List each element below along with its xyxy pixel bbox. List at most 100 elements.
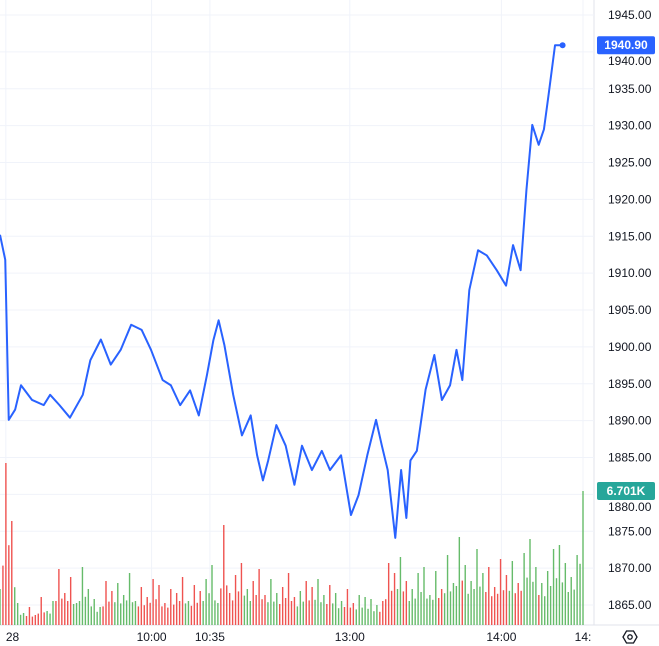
time-axis[interactable]: 28 10:00 10:35 13:00 14:00 14: <box>6 630 592 644</box>
volume-bar <box>193 585 196 625</box>
volume-bar <box>108 601 110 625</box>
volume-bar <box>293 597 296 625</box>
volume-bar <box>523 553 525 625</box>
volume-bar <box>117 583 119 625</box>
volume-bar <box>493 587 496 625</box>
volume-bar <box>0 589 1 625</box>
volume-bar <box>390 590 393 625</box>
volume-bar <box>152 579 154 625</box>
volume-bar <box>449 591 452 625</box>
volume-bar <box>337 608 340 625</box>
volume-bar <box>131 602 134 625</box>
price-axis[interactable]: 1945.00 1940.00 1935.00 1930.00 1925.00 1920.… <box>608 8 652 612</box>
volume-bar <box>161 606 163 625</box>
volume-bar <box>467 593 469 625</box>
volume-bar <box>473 589 475 625</box>
last-volume-tag <box>597 482 655 500</box>
volume-bar <box>343 607 346 625</box>
volume-bar <box>552 549 555 625</box>
volume-bar <box>314 599 316 625</box>
volume-bar <box>302 601 304 625</box>
volume-bar <box>517 583 519 625</box>
volume-bar <box>479 586 481 625</box>
volume-bar <box>488 567 490 625</box>
volume-bar <box>332 603 334 625</box>
volume-bar <box>187 601 190 625</box>
volume-bar <box>429 595 431 625</box>
volume-bar <box>511 561 514 625</box>
volume-bar <box>164 603 166 625</box>
volume-bar <box>205 579 207 625</box>
volume-bar <box>461 580 463 625</box>
volume-bar <box>308 600 310 625</box>
volume-bar <box>284 598 287 625</box>
volume-bar <box>40 597 42 625</box>
volume-bar <box>72 604 75 625</box>
volume-bar <box>290 601 293 625</box>
y-tick-label: 1880.00 <box>608 500 652 514</box>
volume-bar <box>178 601 181 625</box>
volume-bar <box>61 598 63 625</box>
x-tick-label: 14:00 <box>486 630 516 644</box>
volume-bar <box>438 598 440 625</box>
volume-bar <box>579 563 581 625</box>
volume-bar <box>28 607 31 625</box>
volume-bar <box>426 598 428 625</box>
volume-bar <box>411 589 413 625</box>
volume-bar <box>296 606 299 625</box>
volume-bar <box>267 602 269 625</box>
volume-bar <box>582 491 584 625</box>
volume-bar <box>5 463 7 625</box>
volume-bar <box>334 593 337 625</box>
volume-bar <box>167 607 169 625</box>
volume-bar <box>326 604 328 625</box>
volume-bar <box>373 611 375 625</box>
y-tick-label: 1875.00 <box>608 524 652 538</box>
settings-icon[interactable] <box>622 630 638 644</box>
y-tick-label: 1910.00 <box>608 266 652 280</box>
volume-bar <box>555 578 558 625</box>
volume-bar <box>573 589 575 625</box>
volume-bar <box>255 595 257 625</box>
volume-bar <box>217 603 219 625</box>
volume-bar <box>16 603 19 625</box>
y-tick-label: 1905.00 <box>608 303 652 317</box>
last-price-label: 1940.90 <box>604 38 648 52</box>
volume-bar <box>491 596 493 625</box>
y-tick-label: 1900.00 <box>608 340 652 354</box>
volume-bar <box>485 592 487 625</box>
volume-bar <box>181 577 184 625</box>
volume-bar <box>202 601 204 625</box>
volume-bar <box>43 612 45 625</box>
volume-bar <box>276 593 278 625</box>
y-tick-label: 1940.00 <box>608 54 652 68</box>
volume-bar <box>452 583 455 625</box>
volume-bar <box>2 565 4 625</box>
volume-bar <box>149 602 151 625</box>
volume-bar <box>137 606 140 625</box>
volume-bar <box>423 567 425 625</box>
volume-bar <box>84 596 87 625</box>
volume-bar <box>382 601 384 625</box>
volume-bar <box>49 613 51 625</box>
volume-bar <box>558 545 561 625</box>
volume-bar <box>502 590 505 625</box>
volume-bar <box>155 599 157 625</box>
y-tick-label: 1935.00 <box>608 82 652 96</box>
last-volume-label: 6.701K <box>607 484 646 498</box>
volume-bar <box>173 604 175 625</box>
volume-bar <box>158 585 160 625</box>
volume-bar <box>544 596 546 625</box>
volume-bar <box>87 589 90 625</box>
volume-bar <box>440 589 443 625</box>
volume-bar <box>317 579 319 625</box>
volume-bar <box>214 600 216 625</box>
volume-bar <box>376 605 378 625</box>
volume-bar <box>258 569 260 625</box>
volume-bar <box>526 577 528 625</box>
volume-bar <box>393 573 396 625</box>
volume-bar <box>402 591 405 625</box>
volume-bar <box>367 608 369 625</box>
volume-bar <box>8 545 10 625</box>
volume-bar <box>361 607 363 625</box>
